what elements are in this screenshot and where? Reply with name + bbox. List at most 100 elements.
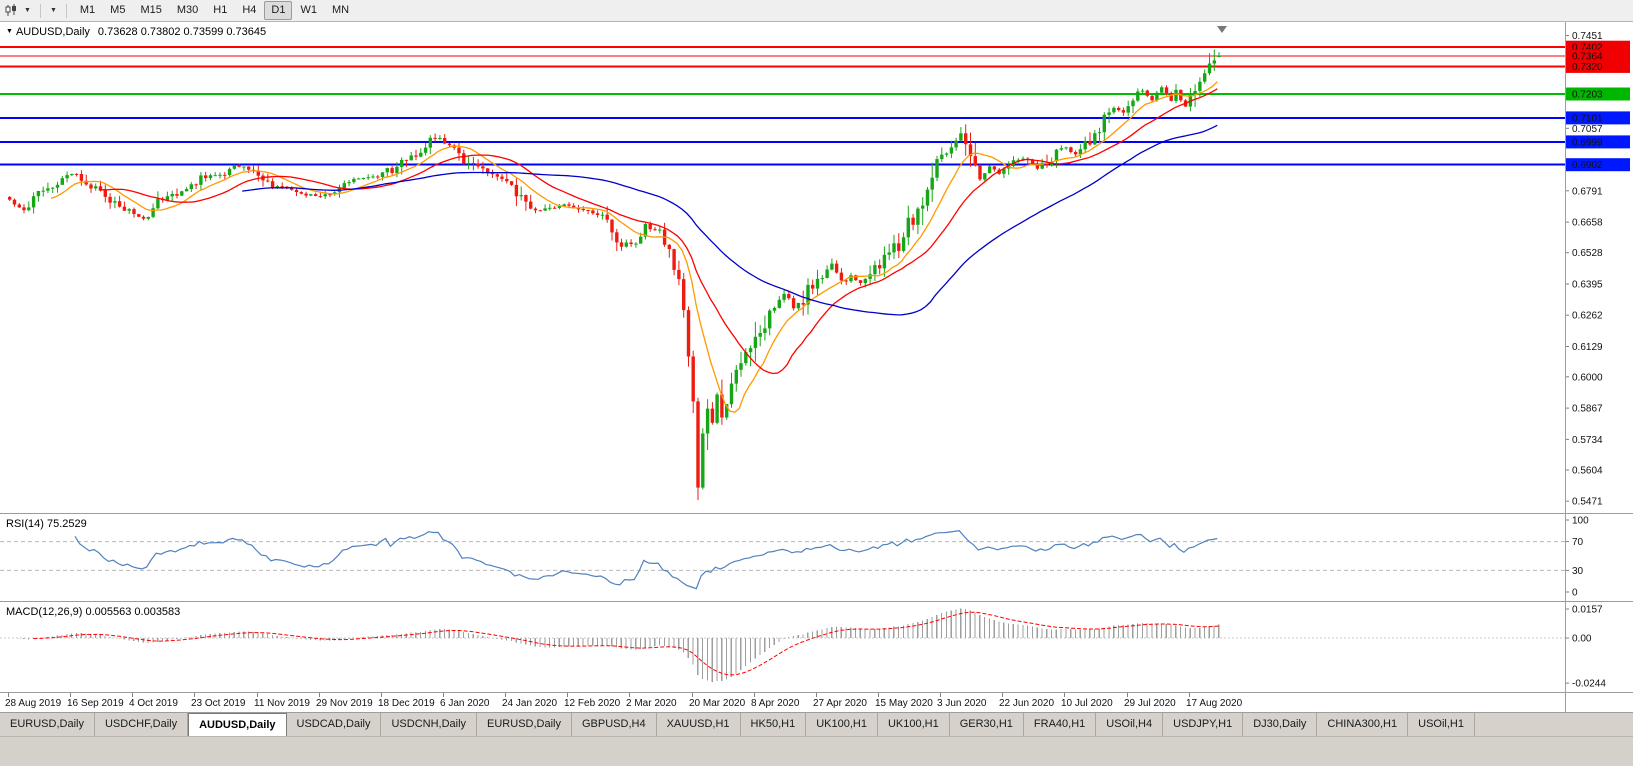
- chart-tab[interactable]: USDCAD,Daily: [287, 713, 382, 736]
- date-label: 29 Jul 2020: [1124, 698, 1176, 709]
- svg-text:-0.0244: -0.0244: [1572, 679, 1606, 690]
- rsi-line: [74, 530, 1218, 590]
- date-label: 3 Jun 2020: [937, 698, 987, 709]
- price-axis: 0.7451 0.7057 0.6791 0.6658 0.6528 0.6395 0.62…: [1565, 31, 1603, 508]
- svg-text:0.7364: 0.7364: [1572, 52, 1603, 63]
- chart-ohlc-values: 0.73628 0.73802 0.73599 0.73645: [97, 26, 267, 38]
- chart-tab[interactable]: USDCNH,Daily: [381, 713, 478, 736]
- date-label: 10 Jul 2020: [1061, 698, 1113, 709]
- rsi-canvas[interactable]: 100 70 30 0: [0, 514, 1633, 602]
- date-label: 28 Aug 2019: [5, 698, 62, 709]
- date-label: 12 Feb 2020: [564, 698, 621, 709]
- chart-tab[interactable]: USOil,H1: [1408, 713, 1475, 736]
- date-tick: [1127, 693, 1128, 697]
- svg-text:0.6658: 0.6658: [1572, 218, 1603, 229]
- svg-text:0.6528: 0.6528: [1572, 248, 1603, 259]
- date-label: 20 Mar 2020: [689, 698, 746, 709]
- chart-tab[interactable]: USDJPY,H1: [1163, 713, 1244, 736]
- chart-tab[interactable]: USOil,H4: [1096, 713, 1164, 736]
- macd-axis: 0.0157 0.00 -0.0244: [1565, 605, 1606, 690]
- svg-text:0.0157: 0.0157: [1572, 605, 1603, 616]
- date-label: 15 May 2020: [875, 698, 933, 709]
- svg-text:0.7320: 0.7320: [1572, 62, 1603, 73]
- chevron-down-icon[interactable]: ▼: [49, 7, 57, 14]
- timeframe-button-m30[interactable]: M30: [176, 4, 199, 16]
- date-tick: [1064, 693, 1065, 697]
- svg-text:0.6395: 0.6395: [1572, 280, 1603, 291]
- date-tick: [878, 693, 879, 697]
- dropdown-triangle-icon[interactable]: ▼: [6, 28, 13, 35]
- date-tick: [381, 693, 382, 697]
- chart-tab[interactable]: FRA40,H1: [1024, 713, 1097, 736]
- date-tick: [816, 693, 817, 697]
- svg-text:0: 0: [1572, 588, 1578, 599]
- chart-tabs-bar: EURUSD,Daily USDCHF,Daily AUDUSD,Daily USDC…: [0, 712, 1633, 736]
- date-tick: [194, 693, 195, 697]
- chart-tab[interactable]: GER30,H1: [950, 713, 1024, 736]
- svg-text:0.5734: 0.5734: [1572, 435, 1603, 446]
- candlestick-chart-icon[interactable]: [4, 4, 19, 17]
- price-chart-canvas[interactable]: 0.7451 0.7057 0.6791 0.6658 0.6528 0.6395 0.62…: [0, 22, 1633, 513]
- chart-tab[interactable]: UK100,H1: [878, 713, 950, 736]
- chart-tab[interactable]: HK50,H1: [741, 713, 807, 736]
- macd-panel: MACD(12,26,9) 0.005563 0.003583 0.0157 0.…: [0, 601, 1633, 692]
- chart-tab-active[interactable]: AUDUSD,Daily: [188, 713, 287, 736]
- svg-text:0.7203: 0.7203: [1572, 90, 1603, 101]
- timeframe-button-mn[interactable]: MN: [331, 4, 350, 16]
- timeframe-button-d1[interactable]: D1: [264, 1, 293, 20]
- timeframe-button-m1[interactable]: M1: [79, 4, 96, 16]
- window-footer: [0, 736, 1633, 766]
- chart-tab[interactable]: EURUSD,Daily: [477, 713, 572, 736]
- rsi-label: RSI(14) 75.2529: [6, 518, 87, 530]
- date-label: 11 Nov 2019: [254, 698, 310, 709]
- date-tick: [1002, 693, 1003, 697]
- date-label: 2 Mar 2020: [626, 698, 677, 709]
- date-axis: 28 Aug 2019 16 Sep 2019 4 Oct 2019 23 Oct 2…: [0, 692, 1633, 712]
- toolbar-separator: [39, 3, 41, 18]
- moving-averages-layer: [50, 81, 1218, 414]
- chart-tab[interactable]: GBPUSD,H4: [572, 713, 657, 736]
- date-tick: [132, 693, 133, 697]
- date-tick: [8, 693, 9, 697]
- svg-text:0.5867: 0.5867: [1572, 404, 1603, 415]
- chart-tab[interactable]: USDCHF,Daily: [95, 713, 189, 736]
- price-chart-panel: ▼ AUDUSD,Daily 0.73628 0.73802 0.73599 0.7…: [0, 22, 1633, 513]
- date-label: 8 Apr 2020: [751, 698, 800, 709]
- svg-text:0.6129: 0.6129: [1572, 342, 1603, 353]
- timeframe-button-m5[interactable]: M5: [110, 4, 126, 16]
- chart-tab[interactable]: CHINA300,H1: [1317, 713, 1409, 736]
- timeframe-button-m15[interactable]: M15: [140, 4, 162, 16]
- chevron-down-icon[interactable]: ▼: [24, 7, 31, 14]
- svg-text:70: 70: [1572, 537, 1584, 548]
- svg-text:0.6999: 0.6999: [1572, 137, 1603, 148]
- date-tick: [629, 693, 630, 697]
- date-tick: [70, 693, 71, 697]
- macd-canvas[interactable]: 0.0157 0.00 -0.0244: [0, 602, 1633, 693]
- date-label: 27 Apr 2020: [813, 698, 867, 709]
- svg-text:0.6902: 0.6902: [1572, 160, 1603, 171]
- svg-text:0.7057: 0.7057: [1572, 124, 1603, 135]
- hlines-layer: [0, 46, 1565, 166]
- svg-text:0.7101: 0.7101: [1572, 113, 1603, 124]
- macd-signal-line: [33, 611, 1219, 676]
- timeframe-button-h1[interactable]: H1: [213, 4, 228, 16]
- rsi-axis: 100 70 30 0: [1565, 516, 1589, 599]
- timeframe-button-h4[interactable]: H4: [242, 4, 257, 16]
- timeframe-button-w1[interactable]: W1: [300, 4, 317, 16]
- date-label: 23 Oct 2019: [191, 698, 246, 709]
- candles-layer: [8, 49, 1221, 501]
- date-label: 18 Dec 2019: [378, 698, 435, 709]
- macd-histogram: [18, 608, 1220, 682]
- chart-tab[interactable]: EURUSD,Daily: [0, 713, 95, 736]
- chart-tab[interactable]: DJ30,Daily: [1243, 713, 1318, 736]
- date-label: 16 Sep 2019: [67, 698, 124, 709]
- toolbar-separator: [65, 3, 67, 18]
- price-axis-separator: [1565, 22, 1566, 712]
- date-label: 24 Jan 2020: [502, 698, 558, 709]
- svg-text:100: 100: [1572, 516, 1589, 527]
- chart-shift-marker[interactable]: [1217, 26, 1227, 33]
- date-label: 6 Jan 2020: [440, 698, 490, 709]
- chart-tab[interactable]: XAUUSD,H1: [657, 713, 741, 736]
- chart-tab[interactable]: UK100,H1: [806, 713, 878, 736]
- timeframe-toolbar: ▼ ▼ M1 M5 M15 M30 H1 H4 D1 W1 MN: [0, 0, 1633, 22]
